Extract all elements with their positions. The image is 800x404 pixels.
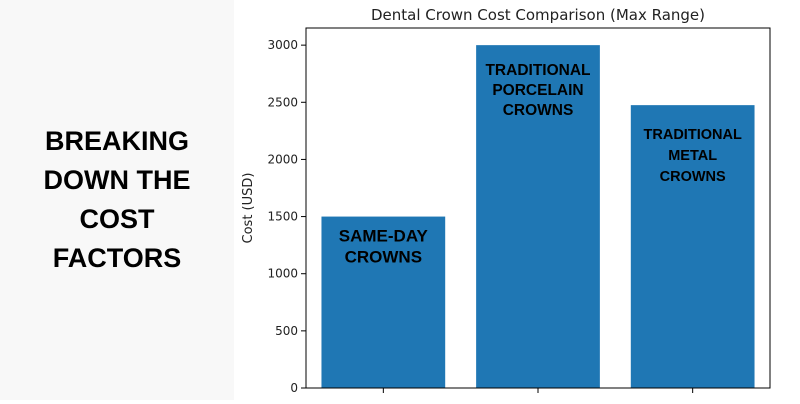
- headline-line: FACTORS: [52, 242, 182, 273]
- y-tick-label: 1000: [267, 267, 298, 281]
- bar-label: CROWNS: [503, 102, 574, 119]
- bar-label: TRADITIONAL: [485, 62, 590, 79]
- bar-label: METAL: [668, 148, 717, 164]
- headline: BREAKING DOWN THE COST FACTORS: [17, 122, 217, 278]
- bar: [476, 45, 600, 389]
- bar: [321, 216, 446, 388]
- bar-label: PORCELAIN: [492, 82, 583, 99]
- y-tick-label: 0: [290, 381, 298, 395]
- bar-labels: SAME-DAY CROWNS TRADITIONAL PORCELAIN CROWNS…: [339, 62, 742, 266]
- bar: [630, 105, 755, 389]
- bar-chart: Dental Crown Cost Comparison (Max Range)…: [241, 6, 771, 395]
- y-axis-label: Cost (USD): [241, 173, 256, 244]
- chart-title: Dental Crown Cost Comparison (Max Range): [371, 6, 705, 24]
- headline-line: BREAKING: [44, 126, 189, 157]
- bar-label: CROWNS: [345, 248, 422, 267]
- y-tick-label: 2500: [267, 95, 298, 109]
- y-tick-label: 500: [275, 324, 298, 338]
- headline-line: DOWN THE: [43, 165, 191, 196]
- bar-label: CROWNS: [660, 169, 726, 185]
- x-axis-ticks: [382, 388, 694, 393]
- chart-panel: Dental Crown Cost Comparison (Max Range)…: [234, 0, 800, 400]
- headline-line: COST: [79, 204, 155, 234]
- plot-frame: [305, 27, 771, 389]
- y-tick-label: 2000: [267, 152, 298, 166]
- bar-label: TRADITIONAL: [644, 127, 742, 143]
- y-axis-ticks: 0 500 1000 1500 2000 2500 3000: [267, 38, 306, 395]
- bars: [321, 45, 755, 389]
- y-tick-label: 3000: [267, 38, 298, 52]
- y-tick-label: 1500: [267, 210, 298, 224]
- headline-panel: BREAKING DOWN THE COST FACTORS: [0, 0, 234, 400]
- bar-label: SAME-DAY: [339, 227, 429, 246]
